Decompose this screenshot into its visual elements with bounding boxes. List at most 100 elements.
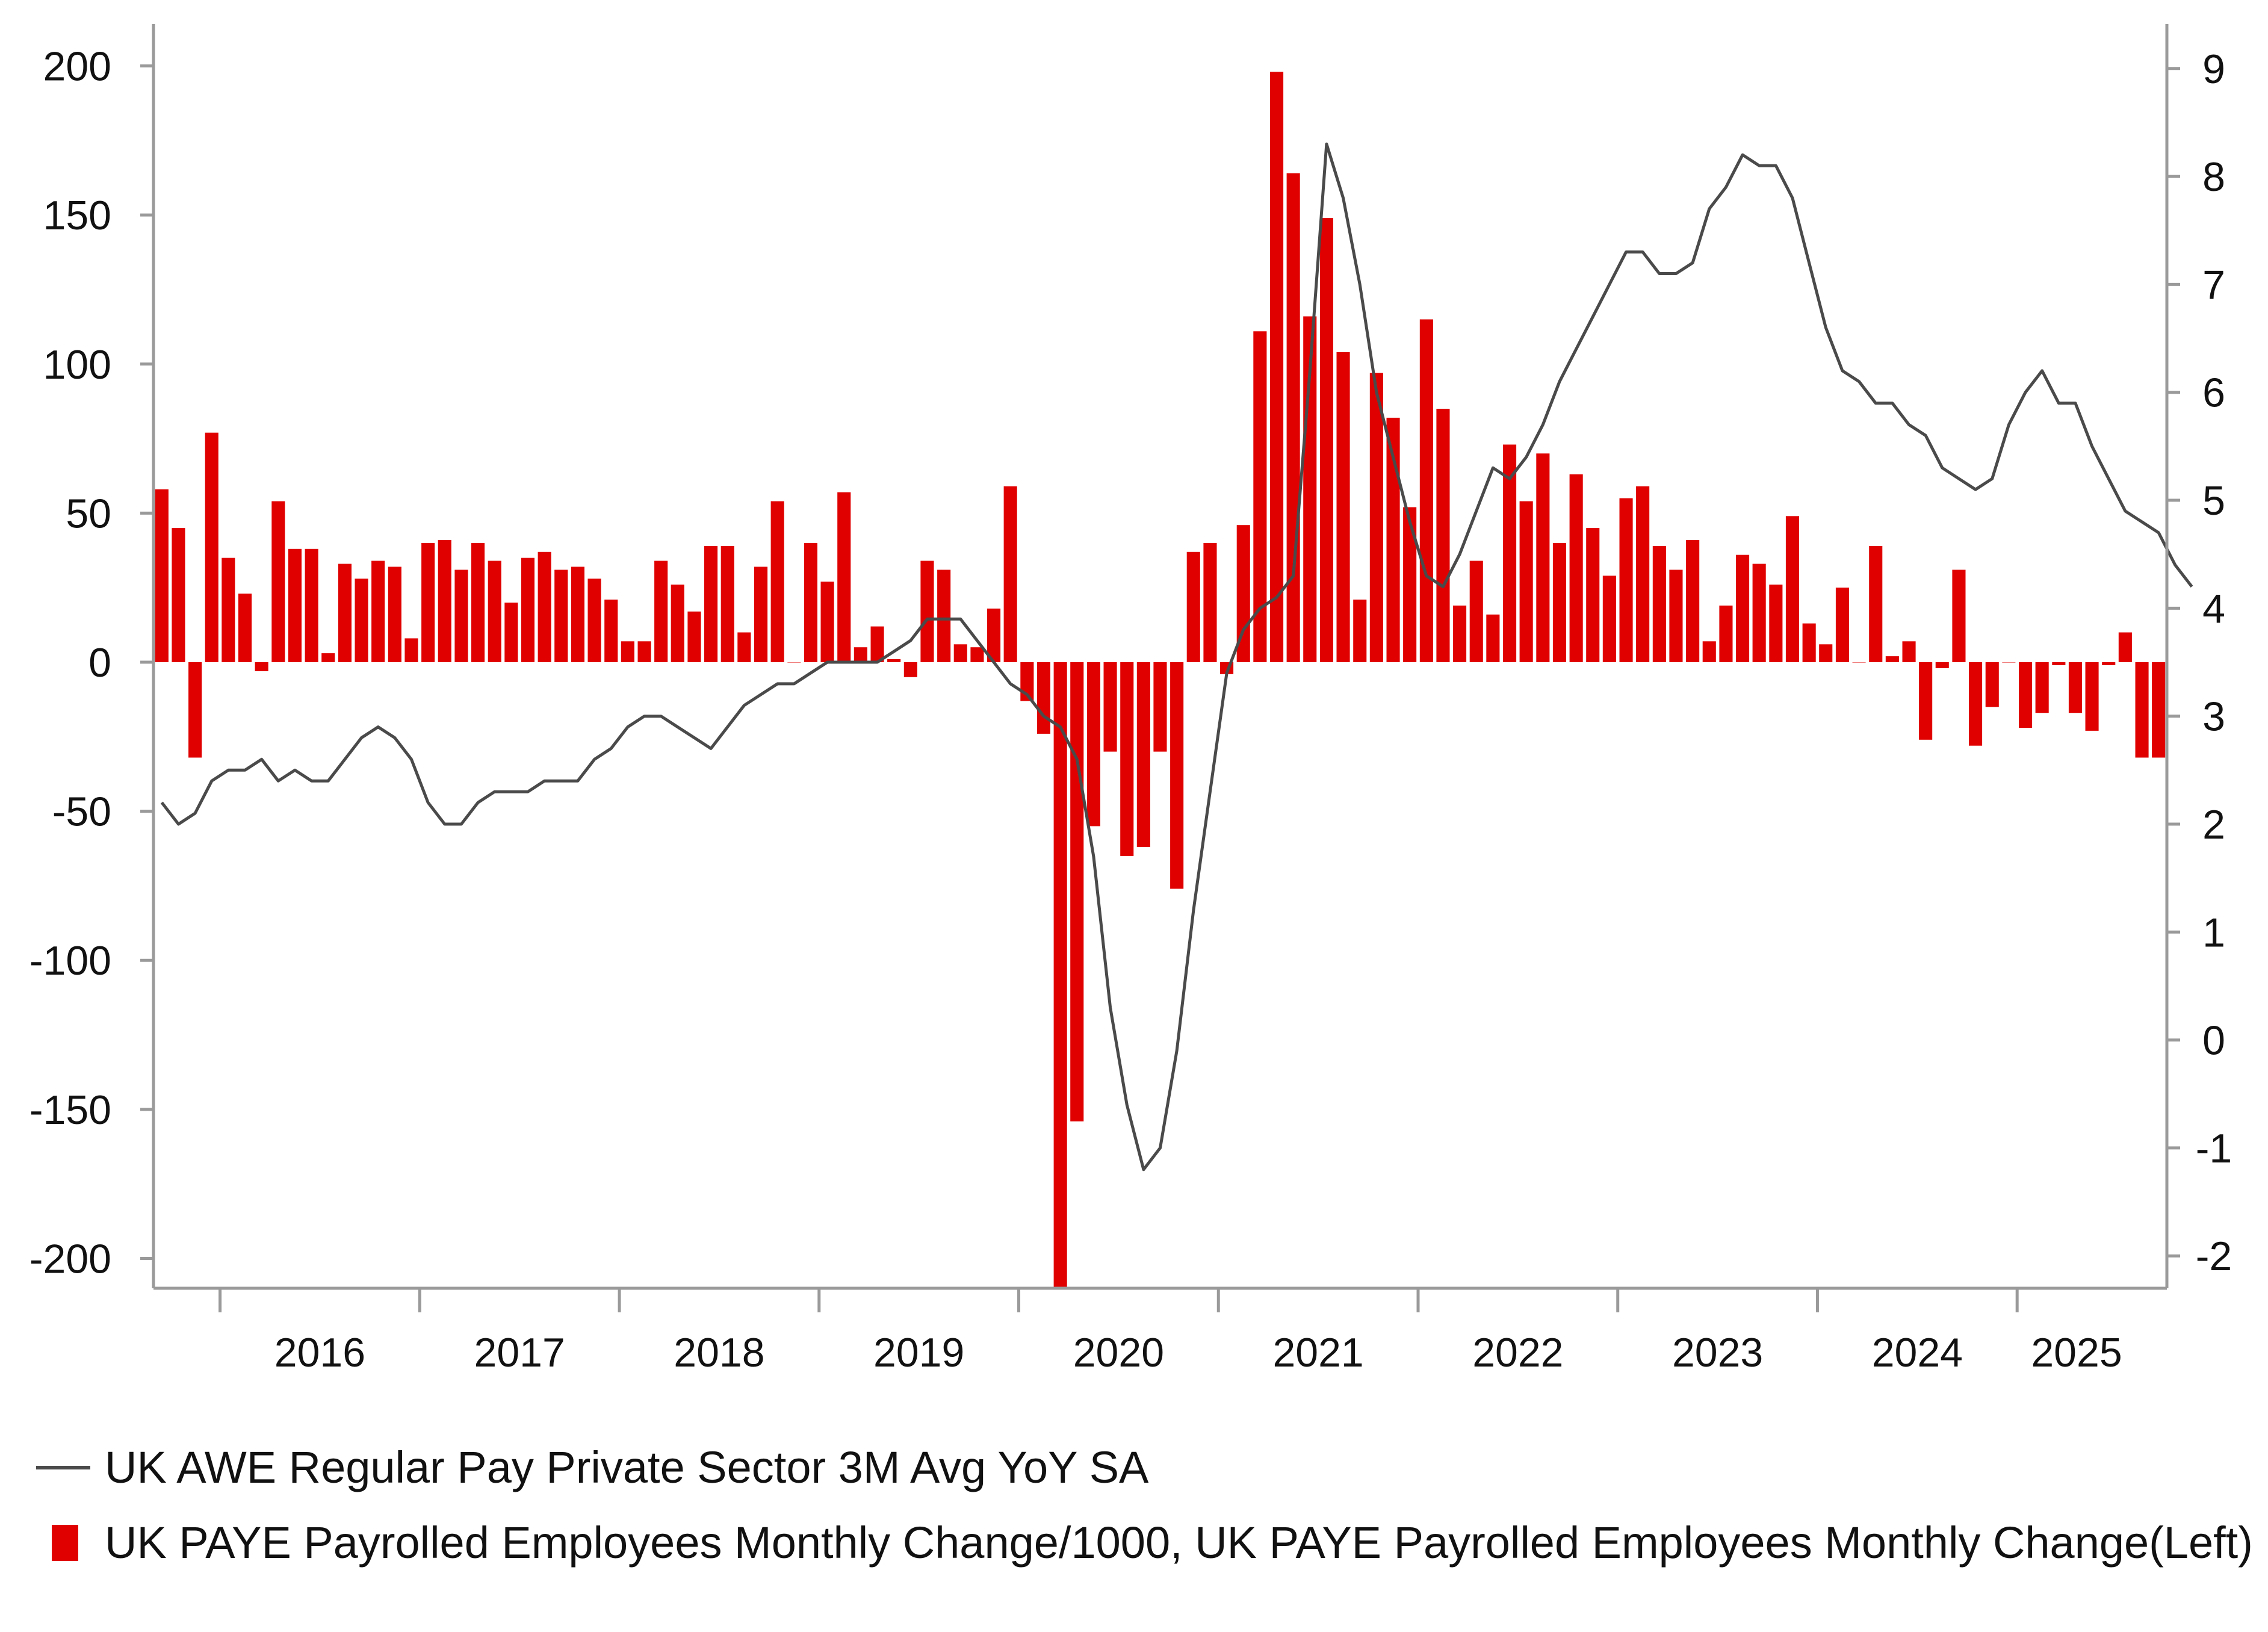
bar-mark xyxy=(970,647,984,662)
right-tick-label: 2 xyxy=(2202,802,2225,848)
bar-mark xyxy=(1819,644,1833,662)
bar-mark xyxy=(671,585,684,662)
right-tick-label: 6 xyxy=(2202,370,2225,416)
bar-mark xyxy=(255,662,268,671)
bar-mark xyxy=(321,653,335,662)
right-tick-label: 5 xyxy=(2202,478,2225,524)
bar-mark xyxy=(454,569,468,662)
x-tick-label: 2022 xyxy=(1472,1330,1563,1376)
bar-mark xyxy=(737,632,751,662)
bar-mark xyxy=(687,611,701,662)
bar-mark xyxy=(404,638,418,662)
right-tick-label: 8 xyxy=(2202,154,2225,200)
bar-mark xyxy=(371,560,385,662)
bar-mark xyxy=(837,492,851,662)
left-tick-label: -150 xyxy=(29,1087,111,1133)
bar-mark xyxy=(1602,576,1616,662)
bar-mark xyxy=(1186,551,1200,662)
bar-mark xyxy=(1969,662,1983,746)
chart: 200 150 100 50 0 -50 -100 -150 -200 9 8 7 6 5 4 3 2 1 0 -1 -… xyxy=(29,24,2232,1376)
bar-mark xyxy=(1469,560,1483,662)
bar-mark xyxy=(1536,453,1550,662)
x-tick-label: 2016 xyxy=(274,1330,365,1376)
bar-mark xyxy=(1902,641,1916,662)
bar-mark xyxy=(288,548,302,662)
bar-mark xyxy=(1170,662,1184,889)
bar-mark xyxy=(1552,542,1566,662)
bar-mark xyxy=(2019,662,2033,728)
bar-mark xyxy=(1319,218,1333,663)
bar-mark xyxy=(2152,662,2166,758)
bar-mark xyxy=(637,641,651,662)
bar-mark xyxy=(621,641,634,662)
bar-mark xyxy=(205,432,218,662)
legend-line-label: UK AWE Regular Pay Private Sector 3M Avg… xyxy=(105,1442,1149,1492)
left-tick-label: -200 xyxy=(29,1236,111,1282)
right-tick-label: 0 xyxy=(2202,1018,2225,1064)
bar-mark xyxy=(1752,563,1766,662)
bar-mark xyxy=(521,557,534,662)
left-tick-label: 200 xyxy=(43,44,111,90)
axes-layer: 200 150 100 50 0 -50 -100 -150 -200 9 8 7 6 5 4 3 2 1 0 -1 -… xyxy=(29,24,2232,1376)
x-tick-label: 2018 xyxy=(674,1330,764,1376)
bar-mark xyxy=(704,545,718,662)
x-tick-label: 2025 xyxy=(2031,1330,2122,1376)
x-tick-label: 2017 xyxy=(474,1330,565,1376)
bar-mark xyxy=(1619,498,1633,662)
bar-mark xyxy=(1719,605,1733,662)
bar-mark xyxy=(720,545,734,662)
left-tick-label: -50 xyxy=(52,789,111,835)
bar-mark xyxy=(1736,554,1750,662)
legend-line-entry: UK AWE Regular Pay Private Sector 3M Avg… xyxy=(36,1442,1148,1493)
bar-mark xyxy=(903,662,917,677)
bar-mark xyxy=(471,542,485,662)
bar-mark xyxy=(1935,662,1949,668)
bar-mark xyxy=(1203,542,1217,662)
bar-mark xyxy=(571,566,584,662)
bar-mark xyxy=(2052,662,2066,665)
bar-mark xyxy=(2102,662,2116,665)
bar-mark xyxy=(787,662,801,663)
bar-mark xyxy=(1436,409,1450,662)
bar-mark xyxy=(1253,331,1267,662)
bar-mark xyxy=(820,582,834,662)
bar-mark xyxy=(1785,516,1799,662)
bar-mark xyxy=(1952,569,1966,662)
x-tick-label: 2020 xyxy=(1073,1330,1164,1376)
left-tick-label: -100 xyxy=(29,938,111,984)
bar-mark xyxy=(1519,501,1533,662)
bar-mark xyxy=(305,548,318,662)
bar-mark xyxy=(987,608,1001,662)
bar-mark xyxy=(587,579,601,662)
bar-mark xyxy=(188,662,202,758)
bar-mark xyxy=(538,551,551,662)
bar-mark xyxy=(1153,662,1167,752)
bar-mark xyxy=(2135,662,2149,758)
bar-mark xyxy=(1852,662,1866,663)
bar-series-swatch xyxy=(52,1524,78,1561)
bar-mark xyxy=(1869,545,1883,662)
bar-mark xyxy=(155,489,169,662)
bar-mark xyxy=(1286,173,1300,662)
bar-mark xyxy=(488,560,501,662)
x-tick-label: 2023 xyxy=(1672,1330,1763,1376)
bar-mark xyxy=(937,569,951,662)
bar-mark xyxy=(1652,545,1666,662)
x-tick-label: 2021 xyxy=(1272,1330,1363,1376)
bar-mark xyxy=(1336,352,1350,662)
bar-mark xyxy=(1586,528,1600,662)
legend-bar-label: UK PAYE Payrolled Employees Monthly Chan… xyxy=(105,1518,2253,1568)
right-tick-label: 1 xyxy=(2202,910,2225,955)
bar-mark xyxy=(1802,623,1816,662)
right-tick-label: 7 xyxy=(2202,262,2225,308)
bar-mark xyxy=(1003,486,1017,662)
bar-mark xyxy=(804,542,817,662)
bar-mark xyxy=(2118,632,2132,662)
bar-mark xyxy=(1353,600,1367,662)
bar-mark xyxy=(2068,662,2082,713)
line-layer xyxy=(160,142,2193,1171)
legend-bar-entry: UK PAYE Payrolled Employees Monthly Chan… xyxy=(36,1517,2253,1568)
wage-growth-line xyxy=(160,142,2193,1171)
x-tick-label: 2019 xyxy=(873,1330,964,1376)
bar-mark xyxy=(554,569,568,662)
